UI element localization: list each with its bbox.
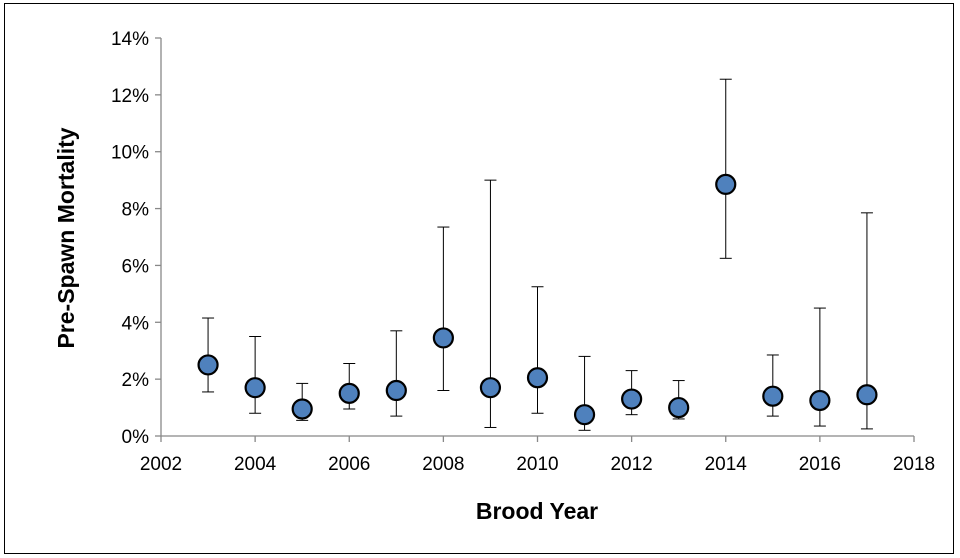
y-tick-label: 14% xyxy=(111,29,149,50)
x-tick-label: 2004 xyxy=(234,454,277,475)
y-tick-label: 8% xyxy=(122,200,150,221)
chart-frame xyxy=(4,3,954,554)
x-tick-label: 2006 xyxy=(328,454,370,475)
y-tick-label: 2% xyxy=(122,370,150,391)
x-tick-label: 2018 xyxy=(893,454,935,475)
x-tick-labels: 2002 2004 2006 2008 2010 2012 2014 2016 2018 xyxy=(140,454,935,475)
x-tick-label: 2014 xyxy=(705,454,748,475)
x-tick-label: 2016 xyxy=(799,454,841,475)
data-points xyxy=(197,173,878,426)
y-tick-label: 0% xyxy=(122,427,150,448)
x-tick-label: 2008 xyxy=(422,454,464,475)
axes xyxy=(155,37,915,442)
data-point xyxy=(338,382,360,404)
x-tick-label: 2002 xyxy=(140,454,182,475)
y-tick-label: 4% xyxy=(122,313,150,334)
data-point xyxy=(432,327,454,349)
y-axis-title: Pre-Spawn Mortality xyxy=(53,127,79,348)
data-point xyxy=(385,379,407,402)
data-point xyxy=(621,388,643,410)
y-tick-label: 10% xyxy=(111,143,149,164)
y-tick-labels: 0% 2% 4% 6% 8% 10% 12% 14% xyxy=(111,29,149,448)
data-point xyxy=(526,367,549,389)
data-point xyxy=(244,377,266,399)
x-tick-label: 2012 xyxy=(610,454,652,475)
data-point xyxy=(762,385,784,407)
data-point xyxy=(197,354,219,376)
data-point xyxy=(809,389,831,412)
data-point xyxy=(291,398,313,420)
y-tick-label: 6% xyxy=(122,256,150,277)
data-point xyxy=(573,404,596,426)
x-tick-label: 2010 xyxy=(516,454,558,475)
data-point xyxy=(715,173,737,196)
x-axis-title: Brood Year xyxy=(476,498,598,524)
data-point xyxy=(856,384,878,406)
y-tick-label: 12% xyxy=(111,86,149,107)
data-point xyxy=(668,396,690,419)
data-point xyxy=(479,377,502,399)
